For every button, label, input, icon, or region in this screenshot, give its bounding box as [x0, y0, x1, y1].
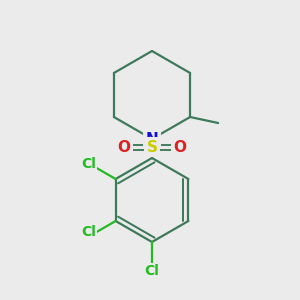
Text: N: N — [146, 131, 158, 146]
Text: Cl: Cl — [81, 157, 96, 171]
Text: Cl: Cl — [81, 225, 96, 239]
Text: S: S — [146, 140, 158, 154]
Text: O: O — [118, 140, 130, 154]
Text: Cl: Cl — [145, 264, 159, 278]
Text: O: O — [173, 140, 187, 154]
